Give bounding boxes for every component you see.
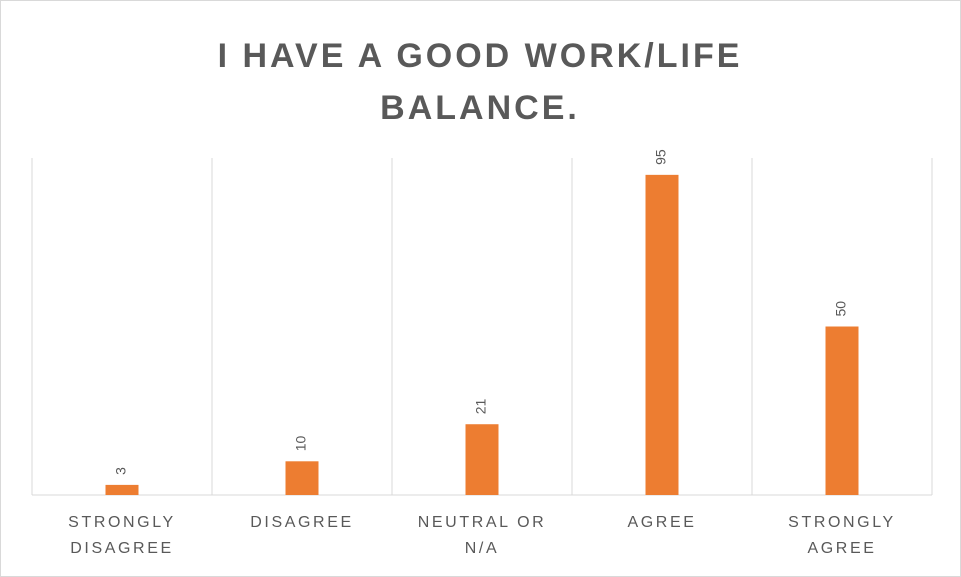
x-tick-label: STRONGLY DISAGREE (68, 514, 176, 557)
x-tick-label: AGREE (627, 514, 697, 531)
data-label: 50 (833, 301, 849, 317)
data-label: 3 (113, 467, 129, 475)
bar (105, 484, 139, 495)
x-tick-label: STRONGLY AGREE (788, 514, 896, 557)
data-label: 10 (293, 436, 309, 452)
bar (825, 326, 859, 495)
chart-title: I HAVE A GOOD WORK/LIFE BALANCE. (217, 37, 743, 127)
bar (465, 424, 499, 495)
bar (645, 174, 679, 495)
bar (285, 461, 319, 495)
data-label: 21 (473, 398, 489, 414)
x-tick-label: DISAGREE (250, 514, 354, 531)
x-tick-label: NEUTRAL OR N/A (417, 514, 547, 557)
data-label: 95 (653, 149, 669, 165)
